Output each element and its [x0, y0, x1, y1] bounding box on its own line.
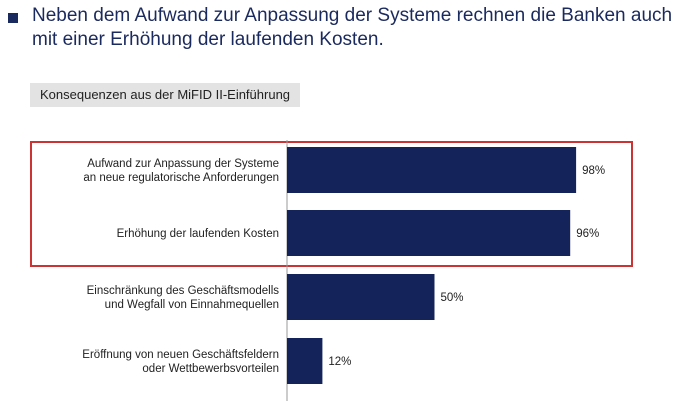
- category-label-line: Einschränkung des Geschäftsmodells: [87, 285, 280, 297]
- category-label-line: Erhöhung der laufenden Kosten: [117, 228, 279, 240]
- bar-3: [287, 338, 323, 384]
- bar-1: [287, 210, 571, 256]
- bullet-icon: [8, 13, 18, 23]
- value-label-1: 96%: [576, 228, 599, 240]
- chart-subtitle: Konsequenzen aus der MiFID II-Einführung: [30, 83, 301, 107]
- category-label-line: und Wegfall von Einnahmequellen: [105, 299, 279, 311]
- bar-0: [287, 147, 577, 193]
- category-label-line: Aufwand zur Anpassung der Systeme: [87, 158, 279, 170]
- highlight-box: [30, 141, 633, 267]
- category-label-3: Eröffnung von neuen Geschäftsfeldern oder…: [82, 349, 279, 375]
- headline-text: Neben dem Aufwand zur Anpassung der Syst…: [32, 5, 673, 50]
- category-label-1: Erhöhung der laufenden Kosten: [117, 228, 279, 240]
- category-label-2: Einschränkung des Geschäftsmodells und We…: [87, 285, 280, 311]
- value-label-2: 50%: [441, 292, 464, 304]
- category-label-line: an neue regulatorische Anforderungen: [83, 172, 279, 184]
- category-label-line: Eröffnung von neuen Geschäftsfeldern: [82, 349, 279, 361]
- bar-2: [287, 274, 435, 320]
- value-label-3: 12%: [328, 356, 351, 368]
- category-label-0: Aufwand zur Anpassung der Systeme an neue…: [83, 158, 279, 184]
- labels-group: 98% Aufwand zur Anpassung der Systeme an n…: [82, 158, 605, 375]
- headline: Neben dem Aufwand zur Anpassung der Syst…: [8, 4, 688, 52]
- bars-group: [287, 147, 577, 384]
- category-label-line: oder Wettbewerbsvorteilen: [142, 363, 279, 375]
- value-label-0: 98%: [582, 165, 605, 177]
